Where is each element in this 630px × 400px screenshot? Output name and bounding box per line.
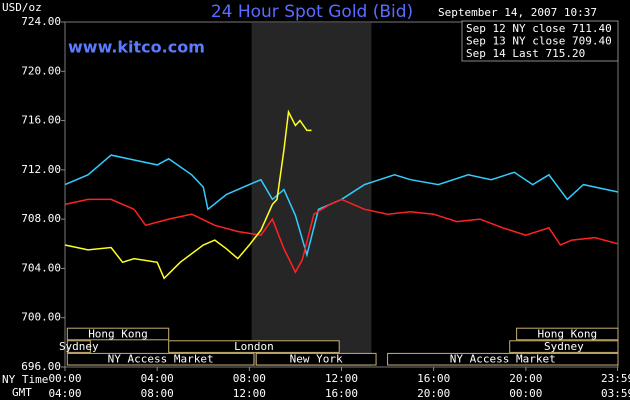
session-label: Hong Kong [538, 328, 598, 341]
x-tick-label: 04:00 [141, 372, 174, 385]
x2-tick-label: 12:00 [233, 387, 266, 400]
legend-entry: Sep 13 NY close 709.40 [466, 35, 612, 48]
x-tick-label: 12:00 [325, 372, 358, 385]
session-label: NY Access Market [108, 353, 214, 366]
y-tick-label: 700.00 [21, 311, 61, 324]
y-tick-label: 708.00 [21, 212, 61, 225]
x2-tick-label: 20:00 [417, 387, 450, 400]
x2-tick-label: 04:00 [48, 387, 81, 400]
y-tick-label: 716.00 [21, 114, 61, 127]
y-axis-label: USD/oz [2, 1, 42, 14]
x-tick-label: 08:00 [233, 372, 266, 385]
x-tick-label: 00:00 [48, 372, 81, 385]
session-label: London [234, 340, 274, 353]
x2-tick-label: 16:00 [325, 387, 358, 400]
x2-tick-label: 00:00 [509, 387, 542, 400]
x2-tick-label: 08:00 [141, 387, 174, 400]
session-box [66, 327, 170, 341]
legend-entry: Sep 12 NY close 711.40 [466, 22, 612, 35]
x-tick-label: 20:00 [509, 372, 542, 385]
session-label: Sydney [544, 340, 584, 353]
session-box [509, 340, 619, 353]
session-box [168, 340, 340, 353]
chart-title: 24 Hour Spot Gold (Bid) [211, 2, 413, 22]
y-tick-label: 696.00 [21, 360, 61, 373]
session-label: Hong Kong [88, 328, 148, 341]
session-label: Sydney [59, 340, 99, 353]
x2-tick-label: 03:59 [601, 387, 630, 400]
series-line [64, 154, 619, 258]
legend-entry: Sep 14 Last 715.20 [466, 47, 585, 60]
legend-box [461, 20, 619, 62]
session-box [387, 352, 619, 366]
series-line [64, 198, 619, 274]
x2-axis-label: GMT [12, 386, 32, 399]
x-tick-label: 16:00 [417, 372, 450, 385]
session-highlight [251, 23, 372, 366]
watermark: www.kitco.com [68, 38, 205, 57]
session-box [255, 352, 377, 366]
series-line [64, 109, 312, 280]
session-box [66, 352, 255, 366]
y-tick-label: 720.00 [21, 64, 61, 77]
session-box [66, 340, 91, 353]
session-label: New York [290, 353, 343, 366]
x-axis-label: NY Time [2, 373, 48, 386]
x-tick-label: 23:59 [601, 372, 630, 385]
y-tick-label: 724.00 [21, 15, 61, 28]
timestamp: September 14, 2007 10:37 [438, 6, 597, 19]
y-tick-label: 704.00 [21, 261, 61, 274]
y-tick-label: 712.00 [21, 163, 61, 176]
session-box [516, 327, 619, 341]
session-label: NY Access Market [450, 353, 556, 366]
